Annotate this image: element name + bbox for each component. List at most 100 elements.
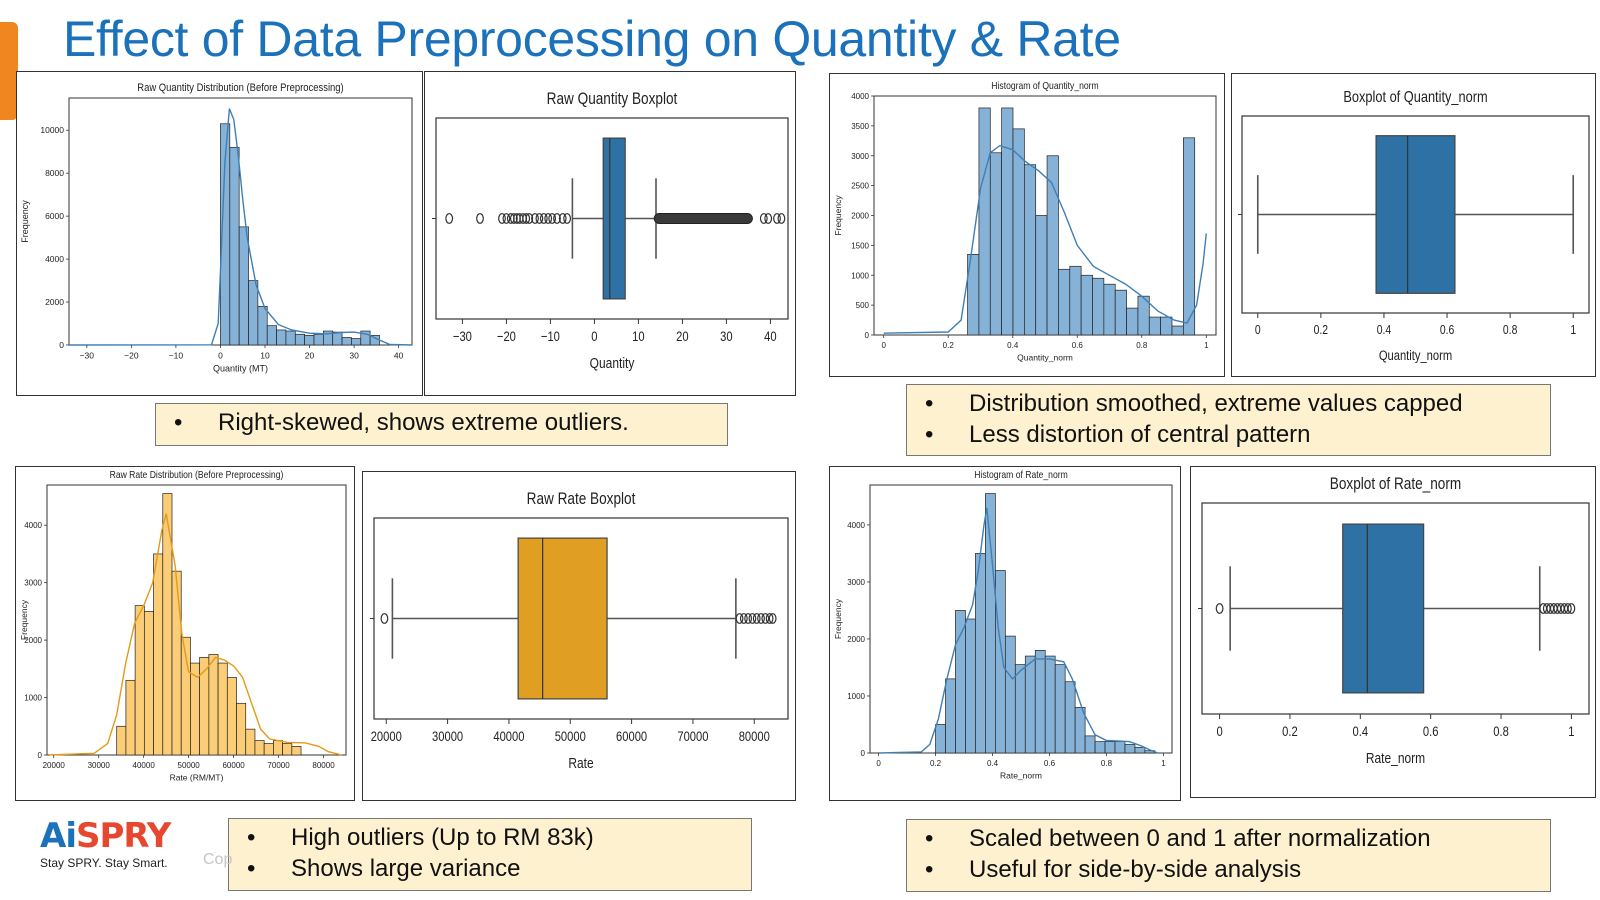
slide-title: Effect of Data Preprocessing on Quantity… (63, 11, 1121, 67)
iqr-box (517, 537, 608, 700)
x-tick-label: 0.8 (1503, 323, 1518, 337)
histogram-bar (1044, 655, 1056, 754)
histogram-bar (236, 702, 247, 756)
outlier-point (544, 213, 553, 224)
y-tick-label: 2000 (847, 635, 865, 644)
raw-rate-boxplot-panel: Raw Rate Boxplot 20000 30000 40000 50000 6000… (362, 471, 796, 801)
histogram-bar (1171, 325, 1184, 336)
x-tick-label: 10 (260, 351, 270, 361)
histogram-bar (1004, 635, 1016, 754)
y-tick-label: 3500 (851, 122, 869, 131)
histogram-bar (1104, 741, 1116, 754)
y-tick-label: 1000 (847, 692, 865, 701)
dense-outliers (653, 213, 753, 224)
x-axis-label: Quantity_norm (1379, 348, 1452, 363)
y-tick-label: 4000 (847, 521, 865, 530)
x-tick-label: 0 (591, 329, 597, 344)
histogram-bar (351, 338, 362, 346)
histogram-bar (955, 610, 966, 754)
outlier-point (773, 213, 781, 224)
note-bullet: Right-skewed, shows extreme outliers. (170, 407, 713, 438)
y-tick-label: 2000 (45, 297, 64, 307)
note-bullet: Distribution smoothed, extreme values ca… (921, 388, 1536, 419)
x-tick-label: −10 (169, 351, 184, 361)
outlier-point (498, 213, 506, 224)
rate-norm-boxplot-panel: Boxplot of Rate_norm 0 0.2 0.4 0.6 0.8 1 Rate_n… (1190, 466, 1596, 798)
x-tick-label: 60000 (616, 729, 647, 744)
histogram-bar (238, 226, 249, 346)
outlier-point (768, 613, 777, 624)
histogram-bar (226, 677, 237, 756)
x-tick-label: 20 (676, 329, 688, 344)
x-axis-label: Quantity (MT) (213, 364, 268, 374)
rate-norm-histogram-chart: Histogram of Rate_norm 0 0.2 0.4 0.6 0.8 1 0 100… (833, 469, 1173, 781)
y-axis-label: Frequency (20, 200, 30, 243)
x-tick-label: 40000 (133, 761, 156, 770)
outlier-point (748, 613, 757, 624)
outlier-point (522, 213, 531, 224)
outlier-point (539, 213, 548, 224)
y-tick-label: 4000 (45, 254, 64, 264)
x-tick-label: 20 (305, 351, 315, 361)
y-tick-label: 0 (861, 749, 866, 758)
x-tick-label: 1 (1204, 341, 1209, 350)
histogram-bar (171, 570, 182, 756)
iqr-box (602, 137, 626, 300)
x-axis-label: Rate_norm (1366, 750, 1425, 767)
histogram-bar (229, 147, 240, 346)
x-tick-label: 0.4 (1353, 724, 1369, 739)
raw-quantity-boxplot-panel: Raw Quantity Boxplot −30 −20 −10 0 10 20 30 40 Qu… (424, 71, 796, 396)
x-tick-label: 0 (876, 759, 881, 768)
histogram-bar (217, 662, 228, 756)
outlier-point (380, 613, 389, 624)
histogram-bar (978, 107, 991, 336)
logo-mark-spry: SPRY (75, 816, 171, 856)
y-tick-label: 1500 (851, 241, 869, 250)
x-tick-label: 0.6 (1072, 341, 1084, 350)
raw-rate-histogram-chart: Raw Rate Distribution (Before Preprocess… (19, 469, 347, 783)
x-tick-label: 70000 (267, 761, 290, 770)
x-tick-label: 20000 (43, 761, 66, 770)
outlier-point (535, 213, 544, 224)
logo-mark-ai: Ai (40, 816, 77, 856)
x-tick-label: 0.2 (943, 341, 955, 350)
x-axis-label: Quantity (590, 355, 635, 372)
chart-title: Histogram of Quantity_norm (991, 80, 1099, 91)
x-tick-label: −20 (124, 351, 139, 361)
note-raw-rate: High outliers (Up to RM 83k) Shows large… (228, 818, 752, 891)
raw-rate-boxplot-chart: Raw Rate Boxplot 20000 30000 40000 50000 6000… (370, 490, 789, 771)
x-tick-label: 40000 (493, 729, 524, 744)
aispry-logo: AiSPRY Stay SPRY. Stay Smart. (40, 816, 171, 870)
note-quantity-norm: Distribution smoothed, extreme values ca… (906, 384, 1551, 456)
note-bullet: Shows large variance (243, 853, 737, 884)
histogram-bar (282, 743, 293, 756)
raw-rate-histogram-panel: Raw Rate Distribution (Before Preprocess… (15, 466, 355, 801)
chart-title: Raw Rate Boxplot (527, 490, 636, 509)
x-tick-label: 0.6 (1440, 323, 1455, 337)
chart-title: Raw Quantity Distribution (Before Prepro… (137, 82, 343, 94)
histogram-bar (1103, 283, 1116, 336)
outlier-point (563, 213, 572, 224)
x-tick-label: 0.8 (1136, 341, 1148, 350)
histogram-bar (313, 333, 324, 346)
x-tick-label: 1 (1161, 759, 1166, 768)
x-axis-label: Rate_norm (1000, 771, 1042, 781)
y-tick-label: 3000 (847, 578, 865, 587)
histogram-bar (266, 325, 277, 346)
histogram-bar (1160, 316, 1173, 336)
histogram-bar (1126, 307, 1139, 336)
y-tick-label: 3000 (851, 152, 869, 161)
x-tick-label: 0.4 (987, 759, 999, 768)
x-tick-label: 0 (1216, 724, 1222, 739)
histogram-bar (1064, 681, 1076, 754)
outlier-point (752, 613, 761, 624)
chart-title: Boxplot of Quantity_norm (1343, 89, 1487, 107)
histogram-bar (965, 618, 976, 754)
x-tick-label: −20 (497, 329, 516, 344)
histogram-bar (995, 570, 1006, 754)
histogram-bar (341, 337, 352, 346)
outlier-point (744, 613, 753, 624)
accent-bar (0, 22, 18, 120)
y-tick-label: 0 (59, 340, 64, 350)
histogram-bar (975, 553, 986, 754)
